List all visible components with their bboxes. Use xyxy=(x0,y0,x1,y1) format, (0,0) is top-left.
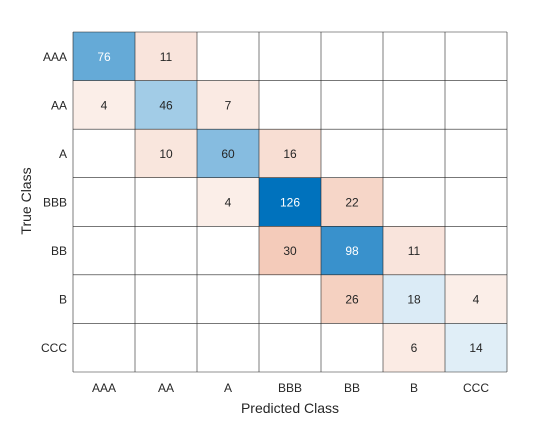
cell-BBB-B xyxy=(383,177,445,227)
cell-value: 11 xyxy=(408,244,421,258)
cell-AAA-CCC xyxy=(445,32,507,81)
cell-value: 7 xyxy=(225,98,232,112)
y-tick-label: BBB xyxy=(43,196,67,210)
cell-AA-B xyxy=(383,80,445,130)
cell-AAA-AA xyxy=(135,32,197,81)
cell-AA-BBB xyxy=(259,80,321,130)
cell-AA-AA xyxy=(135,80,197,130)
cell-AAA-A xyxy=(197,32,259,81)
cell-value: 18 xyxy=(407,293,421,307)
cell-AA-BB xyxy=(321,80,383,130)
cell-B-A xyxy=(197,274,259,324)
cell-value: 11 xyxy=(160,50,173,64)
cell-value: 46 xyxy=(159,98,173,112)
cell-value: 76 xyxy=(97,50,111,64)
cell-B-BB xyxy=(321,274,383,324)
cell-AAA-BBB xyxy=(259,32,321,81)
cell-BBB-A xyxy=(197,177,259,227)
cell-A-AAA xyxy=(73,129,135,178)
cell-value: 6 xyxy=(411,341,418,355)
cell-value: 98 xyxy=(345,244,359,258)
cell-value: 14 xyxy=(469,341,483,355)
y-axis-label: True Class xyxy=(18,167,34,234)
cell-BB-BBB xyxy=(259,226,321,275)
cell-A-BBB xyxy=(259,129,321,178)
cell-BB-B xyxy=(383,226,445,275)
cell-B-B xyxy=(383,274,445,324)
cell-BB-AA xyxy=(135,226,197,275)
cell-CCC-CCC xyxy=(445,323,507,372)
cell-BB-BB xyxy=(321,226,383,275)
cell-value: 22 xyxy=(345,196,359,210)
cell-AAA-AAA xyxy=(73,32,135,81)
y-tick-label: CCC xyxy=(41,341,67,355)
cell-A-A xyxy=(197,129,259,178)
cell-CCC-A xyxy=(197,323,259,372)
x-axis-label: Predicted Class xyxy=(241,400,339,416)
cell-AAA-BB xyxy=(321,32,383,81)
cell-B-AA xyxy=(135,274,197,324)
cell-value: 30 xyxy=(283,244,297,258)
cell-value: 16 xyxy=(283,147,297,161)
cell-A-CCC xyxy=(445,129,507,178)
cell-value: 60 xyxy=(221,147,235,161)
x-tick-label: CCC xyxy=(463,381,489,395)
cell-value: 26 xyxy=(345,293,359,307)
cell-CCC-AAA xyxy=(73,323,135,372)
y-tick-label: BB xyxy=(51,244,67,258)
cell-value: 4 xyxy=(101,98,108,112)
cell-B-BBB xyxy=(259,274,321,324)
cell-B-CCC xyxy=(445,274,507,324)
cell-A-BB xyxy=(321,129,383,178)
x-tick-label: AAA xyxy=(92,381,116,395)
cell-BBB-AA xyxy=(135,177,197,227)
cell-CCC-BB xyxy=(321,323,383,372)
cell-CCC-AA xyxy=(135,323,197,372)
cell-value: 4 xyxy=(225,196,232,210)
cell-BBB-AAA xyxy=(73,177,135,227)
cell-A-AA xyxy=(135,129,197,178)
y-tick-label: B xyxy=(59,293,67,307)
x-tick-label: A xyxy=(224,381,232,395)
cell-BB-AAA xyxy=(73,226,135,275)
grid-lines xyxy=(72,31,508,373)
cell-BBB-BBB xyxy=(259,177,321,227)
cell-BBB-BB xyxy=(321,177,383,227)
cell-value: 4 xyxy=(473,293,480,307)
cell-value: 126 xyxy=(280,196,300,210)
cell-B-AAA xyxy=(73,274,135,324)
y-tick-label: AAA xyxy=(43,50,67,64)
cell-CCC-B xyxy=(383,323,445,372)
y-tick-label: A xyxy=(59,147,67,161)
cell-AA-CCC xyxy=(445,80,507,130)
cell-AA-A xyxy=(197,80,259,130)
x-tick-label: B xyxy=(410,381,418,395)
x-tick-label: BB xyxy=(344,381,360,395)
cell-BB-CCC xyxy=(445,226,507,275)
x-tick-label: BBB xyxy=(278,381,302,395)
x-tick-label: AA xyxy=(158,381,174,395)
cell-AA-AAA xyxy=(73,80,135,130)
cell-value: 10 xyxy=(159,147,173,161)
cell-BBB-CCC xyxy=(445,177,507,227)
cell-AAA-B xyxy=(383,32,445,81)
cell-BB-A xyxy=(197,226,259,275)
y-tick-label: AA xyxy=(51,98,67,112)
cell-A-B xyxy=(383,129,445,178)
cell-CCC-BBB xyxy=(259,323,321,372)
